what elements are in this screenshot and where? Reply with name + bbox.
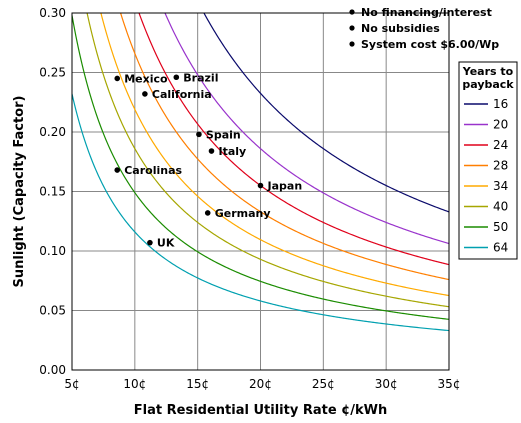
series-line-16: [203, 13, 449, 213]
series-line-28: [119, 13, 449, 281]
point-mexico: [114, 75, 121, 82]
legend-entry: 24: [493, 138, 508, 152]
point-carolinas: [114, 167, 121, 173]
point-label: UK: [157, 237, 175, 250]
y-tick-label: 0.00: [39, 363, 66, 377]
series-line-20: [164, 13, 449, 245]
series-line-64: [72, 93, 449, 332]
point-label: Spain: [206, 128, 241, 141]
point-label: Germany: [215, 207, 271, 220]
legend-title: payback: [462, 78, 514, 91]
series-line-34: [100, 13, 449, 297]
series-line-40: [86, 13, 449, 308]
plot-frame: [71, 12, 450, 371]
legend-entry: 40: [493, 200, 508, 214]
legend-box: [458, 61, 518, 260]
y-tick-label: 0.05: [39, 304, 66, 318]
note-bullet: [349, 9, 355, 15]
point-germany: [204, 210, 211, 216]
y-tick-label: 0.25: [39, 66, 66, 80]
chart-notes: No financing/interest No subsidies System …: [349, 6, 499, 51]
note-text: System cost $6.00/Wp: [361, 38, 499, 51]
legend-entry: 34: [493, 179, 508, 193]
legend-entry: 16: [493, 97, 508, 111]
note-bullet: [349, 41, 355, 47]
x-tick-label: 10¢: [123, 377, 146, 391]
point-california: [142, 91, 148, 97]
point-japan: [257, 182, 264, 189]
y-axis-ticks: 0.00 0.05 0.10 0.15 0.20 0.25 0.30: [39, 6, 66, 377]
x-tick-label: 20¢: [249, 377, 272, 391]
point-spain: [196, 131, 202, 138]
legend-entry: 64: [493, 241, 508, 255]
legend-entry: 28: [493, 159, 508, 173]
note-text: No financing/interest: [361, 6, 492, 19]
point-label: Japan: [267, 180, 303, 193]
point-label: California: [152, 88, 212, 101]
point-label: Carolinas: [124, 164, 182, 177]
x-axis-label: Flat Residential Utility Rate ¢/kWh: [134, 403, 387, 418]
point-uk: [147, 239, 153, 246]
x-axis-ticks: 5¢ 10¢ 15¢ 20¢ 25¢ 30¢ 35¢: [64, 377, 460, 391]
x-tick-label: 30¢: [375, 377, 398, 391]
x-tick-label: 25¢: [312, 377, 335, 391]
legend-title: Years to: [462, 65, 514, 78]
note-bullet: [349, 25, 355, 31]
grid: [71, 12, 450, 371]
legend-entry: 50: [493, 220, 508, 234]
y-tick-label: 0.20: [39, 125, 66, 139]
x-tick-label: 35¢: [438, 377, 461, 391]
y-tick-label: 0.30: [39, 6, 66, 20]
point-label: Italy: [218, 145, 246, 158]
y-axis-label: Sunlight (Capacity Factor): [12, 96, 27, 288]
legend-entry: 20: [493, 118, 508, 132]
point-label: Mexico: [124, 72, 168, 85]
x-tick-label: 5¢: [64, 377, 79, 391]
note-text: No subsidies: [361, 22, 440, 35]
data-points: Mexico Brazil California Spain Italy Carolina…: [114, 71, 303, 250]
point-italy: [208, 148, 215, 154]
y-tick-label: 0.15: [39, 185, 66, 199]
point-brazil: [173, 74, 180, 81]
y-tick-label: 0.10: [39, 244, 66, 258]
point-label: Brazil: [183, 71, 218, 84]
series-line-50: [72, 15, 449, 320]
x-tick-label: 15¢: [186, 377, 209, 391]
